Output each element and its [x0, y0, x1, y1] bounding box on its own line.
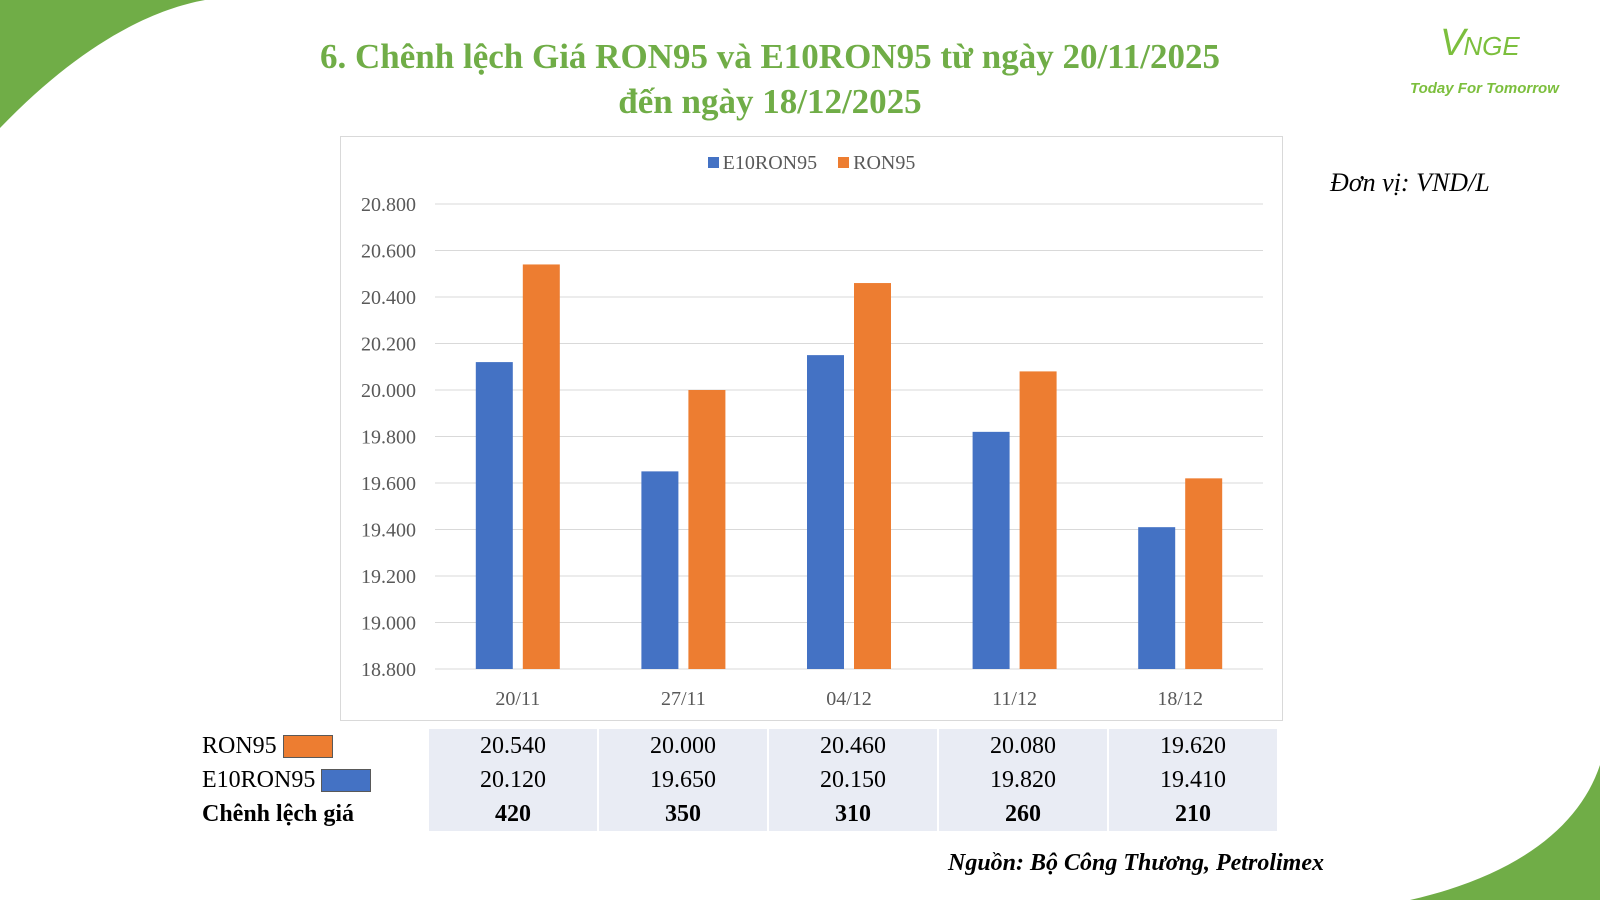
corner-leaf-decoration [0, 0, 205, 128]
unit-label: Đơn vị: VND/L [1330, 168, 1490, 197]
x-tick-label: 18/12 [1157, 688, 1203, 710]
table-cell: 19.410 [1107, 763, 1277, 797]
table-cell: 20.540 [427, 729, 598, 763]
price-table: RON95 20.540 20.000 20.460 20.080 19.620… [202, 729, 1277, 831]
y-tick-label: 19.000 [361, 613, 416, 635]
y-tick-label: 20.800 [361, 194, 416, 216]
table-cell: 20.460 [767, 729, 938, 763]
x-tick-label: 04/12 [826, 688, 872, 710]
table-cell: 20.120 [427, 763, 598, 797]
y-tick-label: 20.200 [361, 334, 416, 356]
title-line-2: đến ngày 18/12/2025 [618, 82, 922, 121]
table-cell: 210 [1107, 797, 1277, 831]
legend-item-ron95: RON95 [838, 152, 915, 175]
table-cell: 350 [597, 797, 768, 831]
bar-e10ron95-27-11 [641, 471, 679, 669]
y-tick-label: 20.400 [361, 287, 416, 309]
legend-swatch-ron95 [838, 157, 850, 168]
bar-e10ron95-04-12 [807, 355, 844, 669]
chart-plot-area: 18.800 19.000 19.200 19.400 19.600 19.800 20.0… [361, 194, 1263, 710]
chart-legend: E10RON95 RON95 [341, 152, 1282, 175]
row-label-ron95: RON95 [202, 729, 428, 763]
bar-e10ron95-11-12 [972, 431, 1010, 669]
table-cell: 260 [937, 797, 1108, 831]
table-row-e10ron95: E10RON95 20.120 19.650 20.150 19.820 19.… [202, 763, 1277, 797]
bar-ron95-04-12 [854, 283, 891, 669]
row-label-price-difference: Chênh lệch giá [202, 800, 355, 827]
bar-e10ron95-20-11 [475, 362, 513, 669]
swatch-ron95 [282, 735, 333, 759]
swatch-e10ron95 [321, 769, 372, 793]
table-cell: 20.000 [597, 729, 768, 763]
logo-tagline: Today For Tomorrow [1410, 80, 1559, 97]
y-tick-label: 19.800 [361, 427, 416, 449]
y-tick-label: 18.800 [361, 659, 416, 681]
table-cell: 420 [427, 797, 598, 831]
x-tick-label: 11/12 [992, 688, 1037, 710]
table-cell: 20.150 [767, 763, 938, 797]
x-tick-label: 27/11 [661, 688, 706, 710]
row-label-e10ron95: E10RON95 [202, 763, 428, 797]
table-row-ron95: RON95 20.540 20.000 20.460 20.080 19.620 [202, 729, 1277, 763]
y-tick-label: 20.000 [361, 380, 416, 402]
logo-mark: VNGE [1440, 22, 1520, 64]
table-cell: 20.080 [937, 729, 1108, 763]
table-cell: 19.650 [597, 763, 768, 797]
page-title: 6. Chênh lệch Giá RON95 và E10RON95 từ n… [250, 34, 1290, 124]
title-line-1: 6. Chênh lệch Giá RON95 và E10RON95 từ n… [320, 37, 1220, 76]
source-note: Nguồn: Bộ Công Thương, Petrolimex [948, 850, 1324, 876]
table-cell: 19.620 [1107, 729, 1277, 763]
table-row-price-difference: Chênh lệch giá 420 350 310 260 210 [202, 797, 1277, 831]
bar-chart: E10RON95 RON95 18.800 19.000 19.200 19.400 1… [340, 136, 1283, 721]
bar-e10ron95-18-12 [1138, 527, 1176, 669]
company-logo: VNGE Today For Tomorrow [1400, 18, 1590, 108]
bar-ron95-20-11 [522, 264, 560, 669]
legend-swatch-e10ron95 [707, 157, 719, 168]
table-cell: 310 [767, 797, 938, 831]
y-tick-label: 19.600 [361, 473, 416, 495]
legend-item-e10ron95: E10RON95 [707, 152, 817, 175]
bar-ron95-11-12 [1019, 371, 1057, 669]
y-tick-label: 19.400 [361, 520, 416, 542]
bar-ron95-18-12 [1185, 478, 1223, 669]
corner-leaf-decoration-bottom [1410, 765, 1600, 900]
y-tick-label: 19.200 [361, 566, 416, 588]
x-tick-label: 20/11 [495, 688, 540, 710]
bar-ron95-27-11 [688, 390, 726, 669]
y-tick-label: 20.600 [361, 241, 416, 263]
table-cell: 19.820 [937, 763, 1108, 797]
